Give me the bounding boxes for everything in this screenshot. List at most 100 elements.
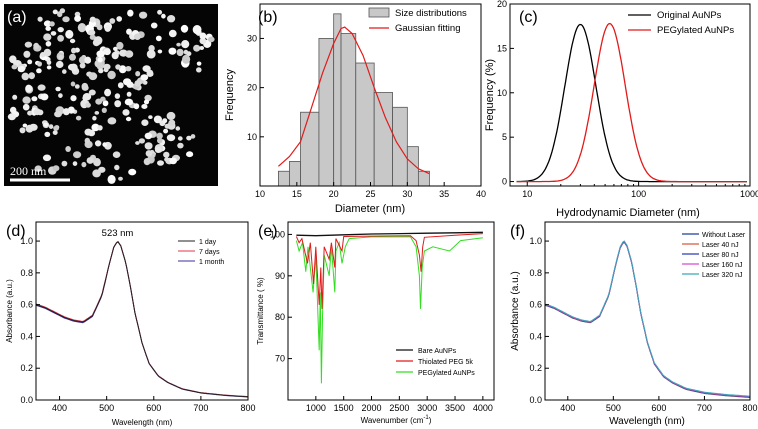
legend-label-thiolated: Thiolated PEG 5k bbox=[418, 359, 473, 366]
y-axis-label-f: Absorbance (a.u.) bbox=[510, 271, 521, 351]
histogram-bars bbox=[278, 13, 430, 187]
nanoparticle bbox=[155, 35, 162, 42]
y-tick-label: 20 bbox=[497, 0, 507, 9]
nanoparticle bbox=[55, 86, 61, 92]
nanoparticle bbox=[181, 40, 190, 49]
nanoparticle bbox=[109, 18, 116, 24]
nanoparticle bbox=[157, 160, 164, 166]
nanoparticle bbox=[143, 99, 150, 105]
nanoparticle bbox=[141, 104, 148, 109]
nanoparticle bbox=[126, 91, 132, 97]
x-axis-label-c: Hydrodynamic Diameter (nm) bbox=[556, 207, 700, 219]
nanoparticle bbox=[62, 16, 70, 23]
nanoparticle bbox=[164, 123, 171, 129]
nanoparticle bbox=[27, 110, 33, 116]
nanoparticle bbox=[114, 93, 121, 99]
nanoparticle bbox=[113, 46, 118, 52]
x-tick-label: 10 bbox=[255, 189, 265, 199]
nanoparticle bbox=[79, 62, 86, 69]
nanoparticle bbox=[92, 169, 101, 178]
nanoparticle bbox=[157, 9, 163, 15]
nanoparticle bbox=[58, 93, 63, 98]
nanoparticle bbox=[135, 71, 141, 77]
nanoparticle bbox=[59, 8, 66, 14]
nanoparticle bbox=[48, 124, 54, 129]
nanoparticle bbox=[176, 48, 184, 57]
nanoparticle bbox=[166, 134, 176, 142]
nanoparticle bbox=[124, 98, 134, 106]
panel-f: (f) 400 500 600 700 800 0.0 0.2 0.4 0.6 0.8 1.0 Wa… bbox=[510, 221, 758, 427]
y-tick-label: 70 bbox=[275, 354, 285, 364]
nanoparticle bbox=[114, 164, 120, 171]
x-tick-label: 20 bbox=[329, 189, 339, 199]
nanoparticle bbox=[156, 132, 163, 140]
x-tick-label: 2000 bbox=[361, 403, 381, 413]
axis-ticks-b: 10 15 20 25 30 35 40 10 20 30 bbox=[247, 33, 486, 199]
nanoparticle bbox=[134, 33, 141, 40]
nanoparticle bbox=[37, 16, 43, 22]
panel-label-d: (d) bbox=[6, 223, 26, 240]
nanoparticle bbox=[122, 109, 130, 116]
plot-frame-d bbox=[35, 221, 249, 401]
legend-label-original: Original AuNPs bbox=[657, 10, 722, 21]
nanoparticle bbox=[95, 98, 103, 105]
nanoparticle bbox=[45, 26, 51, 31]
histogram-bar bbox=[355, 62, 375, 187]
nanoparticle bbox=[72, 161, 78, 167]
y-axis-label-c: Frequency (%) bbox=[484, 59, 496, 131]
nanoparticle bbox=[74, 15, 81, 22]
nanoparticle bbox=[127, 9, 134, 17]
nanoparticle bbox=[43, 122, 49, 127]
histogram-bar bbox=[333, 13, 342, 187]
nanoparticle bbox=[94, 111, 100, 115]
plot-frame-c bbox=[509, 3, 751, 187]
nanoparticle bbox=[7, 113, 17, 121]
nanoparticle bbox=[69, 38, 76, 44]
nanoparticle bbox=[22, 96, 31, 104]
nanoparticle bbox=[78, 56, 87, 64]
x-tick-label: 100 bbox=[631, 189, 646, 199]
nanoparticle bbox=[97, 57, 103, 63]
y-tick-label: 100 bbox=[270, 229, 285, 239]
nanoparticle bbox=[36, 68, 42, 74]
nanoparticle bbox=[43, 48, 52, 57]
x-tick-label: 700 bbox=[697, 403, 712, 413]
nanoparticle bbox=[125, 116, 132, 122]
nanoparticle bbox=[144, 132, 153, 140]
nanoparticle bbox=[186, 135, 192, 141]
nanoparticle bbox=[145, 150, 153, 157]
nanoparticle bbox=[144, 94, 152, 102]
nanoparticle bbox=[84, 137, 91, 144]
x-tick-label: 500 bbox=[99, 403, 114, 413]
x-axis-label-e-main: Wavenumber (cm bbox=[361, 416, 424, 425]
nanoparticle bbox=[37, 84, 46, 91]
nanoparticle bbox=[62, 108, 70, 116]
nanoparticle bbox=[199, 46, 205, 50]
y-axis-label-e: Transmittance ( %) bbox=[256, 277, 265, 345]
y-tick-label: 10 bbox=[247, 132, 257, 142]
x-tick-label: 40 bbox=[476, 189, 486, 199]
nanoparticle bbox=[125, 50, 134, 58]
nanoparticle bbox=[96, 62, 104, 70]
axis-ticks-d: 400 500 600 700 800 0.0 0.2 0.4 0.6 0.8 1.0 bbox=[20, 236, 255, 413]
x-tick-label: 600 bbox=[651, 403, 666, 413]
nanoparticle bbox=[58, 55, 64, 60]
nanoparticle bbox=[25, 84, 33, 93]
legend-label-1-day: 1 day bbox=[199, 239, 217, 246]
nanoparticle bbox=[82, 93, 92, 101]
nanoparticle bbox=[65, 146, 71, 152]
nanoparticle bbox=[208, 36, 215, 43]
x-tick-label: 1500 bbox=[334, 403, 354, 413]
nanoparticle bbox=[196, 61, 202, 66]
nanoparticle bbox=[22, 123, 28, 128]
nanoparticle bbox=[33, 42, 40, 50]
nanoparticle bbox=[85, 102, 91, 108]
legend-label-f: Laser 320 nJ bbox=[702, 272, 742, 279]
nanoparticle bbox=[53, 125, 59, 131]
nanoparticle bbox=[42, 154, 52, 162]
nanoparticle bbox=[52, 130, 58, 136]
panel-b: (b) 10 15 20 25 30 35 40 10 20 30 Diameter (nm) F… bbox=[224, 3, 486, 215]
nanoparticle bbox=[12, 94, 18, 100]
nanoparticle bbox=[175, 126, 181, 131]
nanoparticle bbox=[103, 48, 111, 56]
